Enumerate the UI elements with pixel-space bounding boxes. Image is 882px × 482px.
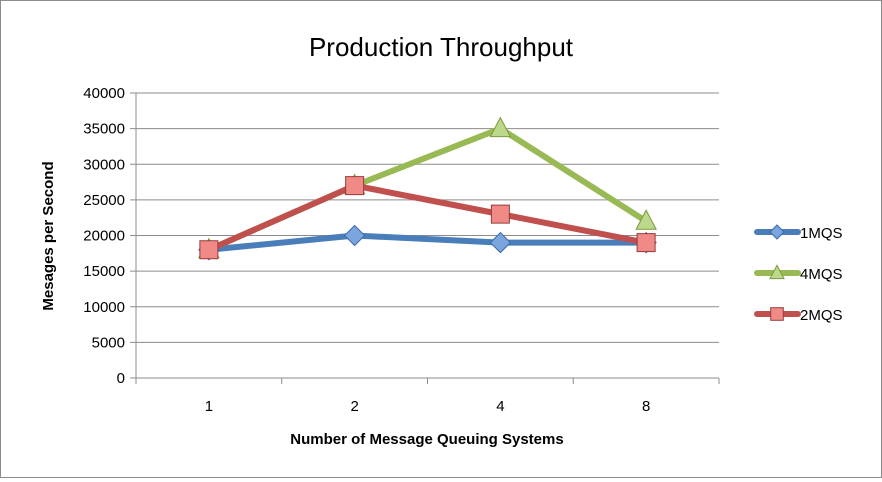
legend-label: 1MQS <box>800 225 843 242</box>
y-tick-label: 20000 <box>83 228 125 245</box>
y-tick-label: 10000 <box>83 299 125 316</box>
data-point <box>489 231 512 254</box>
data-point <box>489 116 512 138</box>
x-tick-label: 2 <box>350 398 358 415</box>
data-point <box>199 240 219 260</box>
legend-marker <box>769 224 785 240</box>
y-tick-labels: 0 5000 10000 15000 20000 25000 30000 35000 40000 <box>83 85 125 387</box>
series-line <box>205 182 650 253</box>
data-point <box>343 224 366 247</box>
gridlines <box>136 92 719 343</box>
y-tick-label: 25000 <box>83 192 125 209</box>
legend-marker <box>770 307 784 321</box>
y-tick-label: 0 <box>117 370 125 387</box>
x-tick-labels: 1 2 4 8 <box>205 398 651 415</box>
y-tick-label: 35000 <box>83 121 125 138</box>
legend-label: 2MQS <box>800 307 843 324</box>
series-2mqs <box>199 176 656 260</box>
y-tick-label: 5000 <box>92 334 125 351</box>
y-tick-label: 40000 <box>83 85 125 102</box>
y-axis-label: Mesages per Second <box>40 161 57 310</box>
legend-item-2mqs: 2MQS <box>754 307 843 324</box>
series-line <box>205 232 650 253</box>
data-point <box>345 176 365 196</box>
y-tick-label: 30000 <box>83 156 125 173</box>
legend-label: 4MQS <box>800 266 843 283</box>
series-group <box>198 116 657 261</box>
y-tick-label: 15000 <box>83 263 125 280</box>
x-tick-label: 8 <box>642 398 650 415</box>
legend-item-1mqs: 1MQS <box>754 224 843 242</box>
legend: 1MQS 4MQS 2MQS <box>754 224 843 324</box>
x-tick-label: 4 <box>496 398 504 415</box>
data-point <box>490 204 510 224</box>
data-point <box>636 233 656 253</box>
data-point <box>635 209 657 230</box>
legend-item-4mqs: 4MQS <box>754 264 843 283</box>
axes <box>130 92 720 384</box>
x-tick-label: 1 <box>205 398 213 415</box>
legend-marker <box>769 264 785 280</box>
x-axis-label: Number of Message Queuing Systems <box>290 431 563 448</box>
chart-title: Production Throughput <box>309 32 574 62</box>
